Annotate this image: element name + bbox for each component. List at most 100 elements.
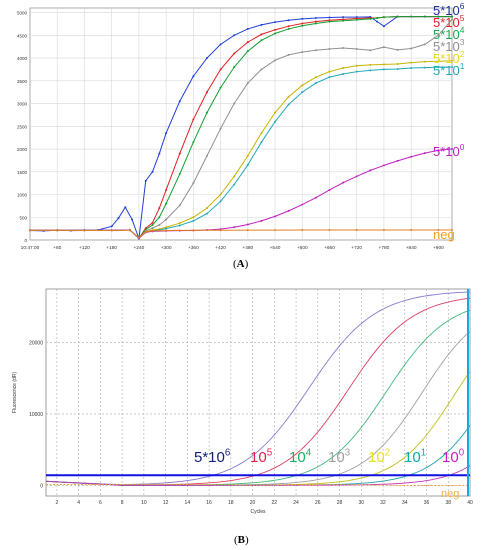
data-point-a (128, 229, 131, 232)
series-label-b: 101 (404, 447, 426, 466)
series-label-a: 5*101 (433, 61, 465, 78)
x-tick-label-a: +420 (215, 245, 226, 251)
data-point-a (410, 67, 413, 70)
data-point-a (314, 17, 317, 20)
data-point-a (192, 182, 195, 185)
series-line-a (30, 229, 452, 239)
data-point-a (376, 17, 379, 20)
x-tick-label-b: 24 (293, 500, 299, 506)
data-point-a (382, 228, 385, 231)
data-point-a (423, 152, 426, 155)
x-tick-label-a: +180 (106, 245, 117, 251)
data-point-a (382, 16, 385, 19)
data-point-a (328, 70, 331, 73)
data-point-a (260, 141, 263, 144)
series-label-b: 100 (442, 447, 465, 466)
data-point-a (233, 66, 236, 69)
series-label-a: 5*105 (433, 13, 465, 30)
data-point-a (382, 25, 385, 28)
x-tick-label-a: +660 (324, 245, 335, 251)
data-point-a (178, 152, 181, 155)
data-point-a (246, 82, 249, 85)
data-point-a (287, 27, 290, 30)
data-point-a (151, 223, 154, 226)
data-point-a (451, 59, 453, 62)
data-point-a (274, 215, 277, 218)
data-point-a (29, 229, 31, 232)
data-point-a (178, 100, 181, 103)
data-point-a (165, 229, 168, 232)
data-point-a (246, 229, 249, 232)
y-tick-label-a: 5000 (17, 11, 28, 16)
data-point-a (205, 154, 208, 157)
data-point-a (274, 28, 277, 31)
data-point-a (246, 223, 249, 226)
data-point-a (110, 229, 113, 232)
x-tick-label-b: 30 (359, 500, 365, 506)
x-tick-label-b: 36 (424, 500, 430, 506)
data-point-a (165, 132, 168, 135)
x-tick-label-b: 4 (77, 500, 80, 506)
x-tick-label-b: 28 (337, 500, 343, 506)
data-point-a (144, 179, 147, 182)
data-point-a (246, 163, 249, 166)
x-tick-label-b: 22 (272, 500, 278, 506)
x-tick-label-b: 40 (467, 500, 473, 506)
x-tick-label-b: 32 (380, 500, 386, 506)
series-label-b: 5*106 (194, 447, 230, 466)
data-point-a (219, 193, 222, 196)
series-label-b: 103 (328, 447, 350, 466)
data-point-a (83, 229, 86, 232)
data-point-a (246, 27, 249, 30)
y-tick-label-b: 20000 (29, 341, 43, 347)
x-tick-label-a: +360 (188, 245, 199, 251)
data-point-a (396, 159, 399, 162)
data-point-a (410, 155, 413, 158)
data-point-a (158, 152, 161, 155)
data-point-a (423, 66, 426, 69)
x-tick-label-a: 10:47:00 (21, 245, 40, 251)
data-point-a (437, 149, 440, 152)
data-point-a (410, 47, 413, 50)
data-point-a (451, 15, 453, 18)
data-point-a (396, 62, 399, 65)
plot-area-a (29, 7, 453, 241)
x-tick-label-a: +480 (242, 245, 253, 251)
data-point-a (410, 15, 413, 18)
y-tick-label-a: 4000 (17, 56, 28, 61)
data-point-a (328, 16, 331, 19)
data-point-a (382, 63, 385, 66)
data-point-a (301, 203, 304, 206)
data-point-a (260, 219, 263, 222)
data-point-a (219, 229, 222, 232)
y-tick-label-a: 3000 (17, 102, 28, 107)
data-point-a (124, 206, 127, 209)
data-point-a (287, 209, 290, 212)
data-point-a (328, 20, 331, 23)
data-point-a (56, 229, 59, 232)
data-point-a (328, 47, 331, 50)
data-point-a (274, 111, 277, 114)
data-point-a (274, 120, 277, 123)
data-point-a (219, 68, 222, 71)
x-tick-label-b: 12 (163, 500, 169, 506)
data-point-a (246, 154, 249, 157)
data-point-a (274, 229, 277, 232)
data-point-a (144, 230, 147, 233)
data-point-a (260, 68, 263, 71)
data-point-a (274, 32, 277, 35)
data-point-a (192, 141, 195, 144)
data-point-a (355, 18, 358, 21)
data-point-a (287, 53, 290, 56)
y-tick-label-b: 10000 (29, 412, 43, 418)
data-point-a (233, 175, 236, 178)
series-label-a: 5*102 (433, 49, 465, 66)
data-point-a (410, 61, 413, 64)
data-point-a (158, 216, 161, 219)
data-point-a (205, 111, 208, 114)
x-tick-label-a: +780 (379, 245, 390, 251)
y-tick-label-a: 500 (19, 215, 27, 220)
data-point-a (165, 202, 168, 205)
data-point-a (301, 228, 304, 231)
data-point-a (274, 59, 277, 62)
